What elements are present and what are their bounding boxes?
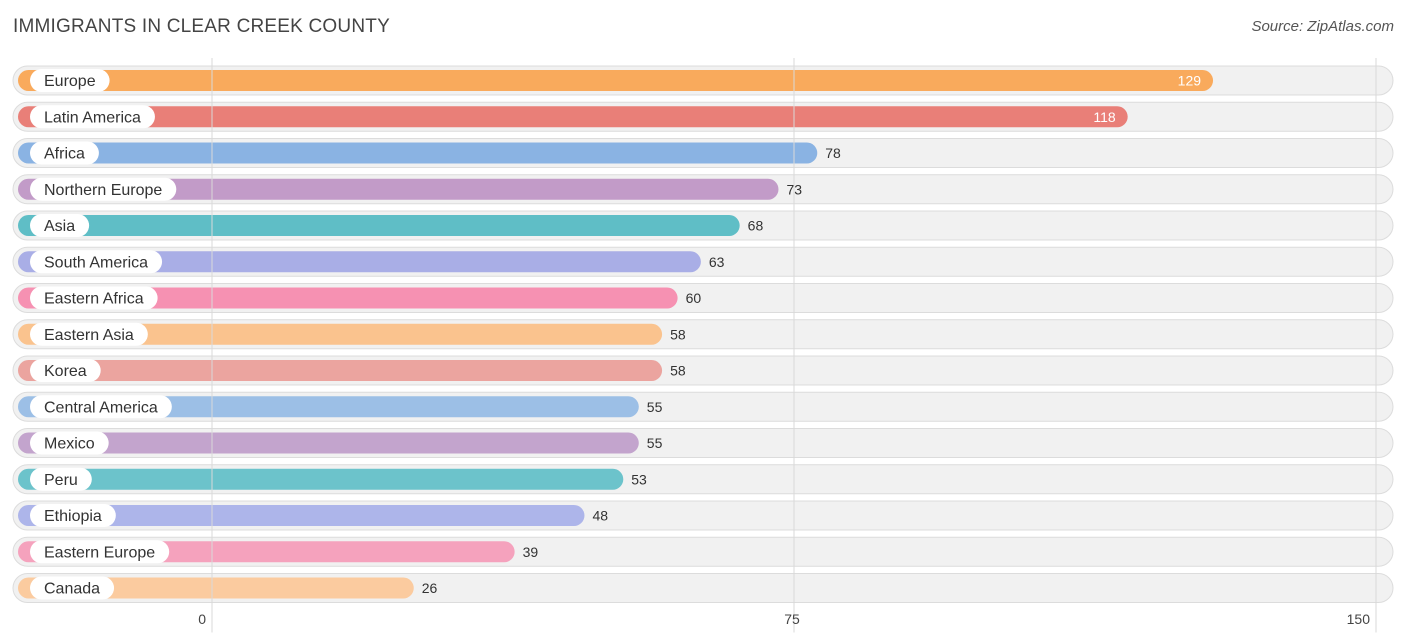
category-label: Europe <box>44 73 96 90</box>
category-pill <box>30 504 116 527</box>
category-label: Northern Europe <box>44 182 162 199</box>
bar-row: Eastern Asia 58 <box>12 319 1394 350</box>
bar-row: Europe 129 <box>12 65 1394 96</box>
category-label: Korea <box>44 363 87 380</box>
category-label: Latin America <box>44 109 141 126</box>
bar <box>18 577 414 599</box>
value-label: 68 <box>748 218 764 234</box>
tick-label: 75 <box>784 611 800 627</box>
category-pill <box>30 214 90 237</box>
bar-row: Africa 78 <box>12 138 1394 168</box>
category-pill <box>30 141 99 165</box>
value-label: 55 <box>647 399 663 415</box>
category-label: Africa <box>44 146 85 163</box>
bar-row: Korea 58 <box>12 355 1394 386</box>
bar <box>18 505 585 526</box>
x-axis-ticks: 0 75 150 <box>198 611 1370 627</box>
bar-row: Mexico 55 <box>12 428 1394 458</box>
bar <box>18 396 639 418</box>
value-label: 63 <box>709 254 725 270</box>
category-pill <box>30 359 101 382</box>
category-pill <box>30 540 170 564</box>
tick-label: 150 <box>1347 611 1371 627</box>
category-pill <box>30 105 155 129</box>
bar-row: Latin America 118 <box>12 101 1394 132</box>
bar-row: Central America 55 <box>12 391 1394 422</box>
category-pill <box>30 467 92 491</box>
value-label: 26 <box>422 580 438 596</box>
bar <box>18 70 1214 91</box>
bar-row: Asia 68 <box>12 210 1394 241</box>
bar <box>18 432 639 454</box>
tick-label: 0 <box>198 611 206 627</box>
category-label: South America <box>44 254 148 271</box>
category-pill <box>30 69 110 92</box>
category-label: Eastern Asia <box>44 327 134 344</box>
category-pill <box>30 177 177 201</box>
bar <box>18 360 663 381</box>
bar-row: Eastern Europe 39 <box>12 536 1394 567</box>
category-label: Central America <box>44 399 158 416</box>
chart-title: IMMIGRANTS IN CLEAR CREEK COUNTY <box>13 16 390 37</box>
value-label: 55 <box>647 435 663 451</box>
bar <box>18 178 779 200</box>
source-credit: Source: ZipAtlas.com <box>1251 18 1394 35</box>
category-label: Mexico <box>44 436 95 453</box>
value-label: 39 <box>523 544 539 560</box>
bar <box>18 287 678 309</box>
bar-rows: Europe 129 Latin America 118 Africa 78 Norther… <box>12 65 1394 603</box>
value-label: 118 <box>1093 109 1116 125</box>
category-pill <box>30 250 163 274</box>
bar-row: Peru 53 <box>12 464 1394 495</box>
category-label: Asia <box>44 218 75 235</box>
category-pill <box>30 286 158 310</box>
value-label: 78 <box>825 145 841 161</box>
bar <box>18 251 701 273</box>
gridlines <box>211 58 1377 633</box>
value-label: 60 <box>686 290 702 306</box>
bar-row: South America 63 <box>12 246 1394 277</box>
bar <box>18 215 740 236</box>
bar <box>18 142 818 164</box>
value-label: 129 <box>1178 73 1202 89</box>
category-pill <box>30 395 172 419</box>
category-label: Peru <box>44 472 78 489</box>
category-label: Ethiopia <box>44 508 102 525</box>
category-pill <box>30 431 109 455</box>
bar-row: Canada 26 <box>12 573 1394 603</box>
category-label: Eastern Europe <box>44 544 155 561</box>
category-pill <box>30 576 115 600</box>
category-label: Canada <box>44 581 100 598</box>
category-label: Eastern Africa <box>44 291 144 308</box>
bar <box>18 323 663 345</box>
bar-row: Northern Europe 73 <box>12 174 1394 205</box>
bar-row: Eastern Africa 60 <box>12 283 1394 313</box>
bar <box>18 106 1128 128</box>
category-pill <box>30 322 148 346</box>
value-label: 58 <box>670 326 686 342</box>
bar <box>18 468 624 490</box>
value-label: 53 <box>631 471 647 487</box>
bar-row: Ethiopia 48 <box>12 500 1394 531</box>
value-label: 58 <box>670 363 686 379</box>
value-label: 48 <box>592 508 608 524</box>
